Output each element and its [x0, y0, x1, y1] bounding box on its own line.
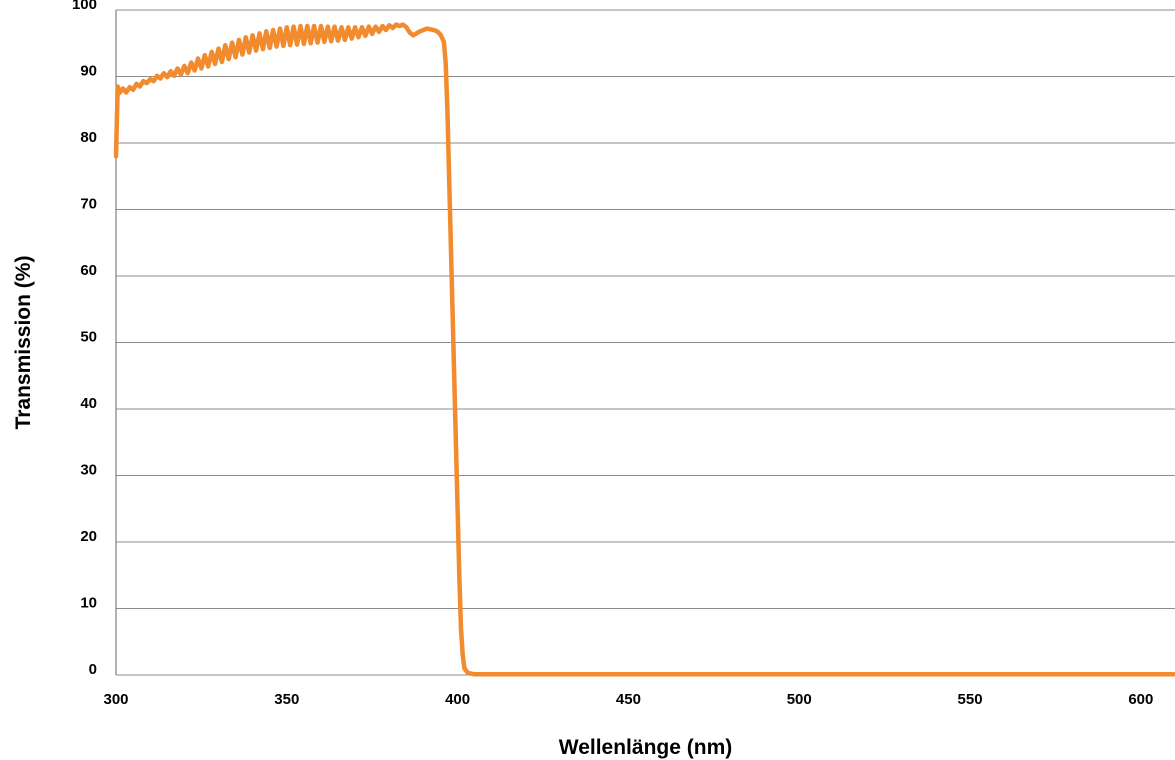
x-tick-label: 600 [1128, 691, 1153, 708]
x-tick-label: 350 [274, 691, 299, 708]
x-tick-label: 550 [958, 691, 983, 708]
y-tick-label: 0 [89, 661, 97, 678]
y-tick-label: 80 [80, 129, 97, 146]
y-tick-label: 70 [80, 196, 97, 213]
x-tick-label: 500 [787, 691, 812, 708]
y-tick-label: 40 [80, 395, 97, 412]
x-axis-title: Wellenlänge (nm) [559, 736, 732, 759]
y-tick-label: 90 [80, 63, 97, 80]
y-tick-label: 20 [80, 528, 97, 545]
y-tick-label: 10 [80, 595, 97, 612]
x-tick-label: 400 [445, 691, 470, 708]
x-tick-label: 450 [616, 691, 641, 708]
grid-lines [116, 9, 1175, 676]
x-tick-label: 300 [103, 691, 128, 708]
y-tick-label: 60 [80, 262, 97, 279]
y-tick-labels: 0 10 20 30 40 50 60 70 80 90 100 [72, 0, 97, 678]
y-tick-label: 50 [80, 329, 97, 346]
transmission-series-line [113, 22, 1175, 677]
y-tick-label: 100 [72, 0, 97, 13]
x-tick-labels: 300 350 400 450 500 550 600 [103, 691, 1153, 708]
y-axis-title: Transmission (%) [12, 256, 35, 430]
y-tick-label: 30 [80, 462, 97, 479]
